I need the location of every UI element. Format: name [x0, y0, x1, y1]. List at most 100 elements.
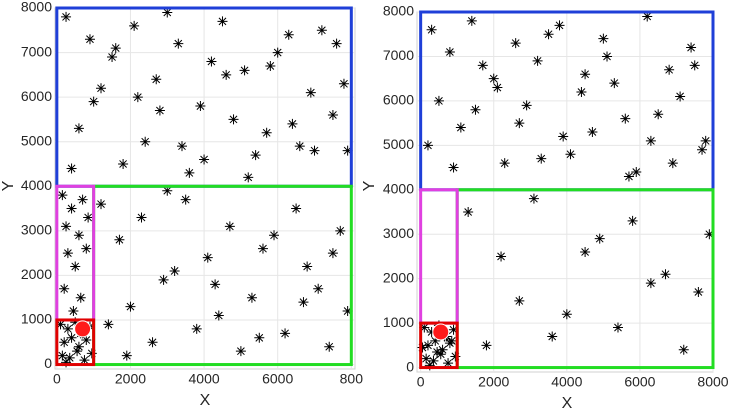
point: [79, 355, 90, 366]
point: [107, 52, 118, 63]
point: [191, 323, 202, 334]
point: [327, 109, 338, 120]
y-tick-label: 2000: [21, 266, 52, 282]
point: [272, 47, 283, 58]
point: [477, 60, 488, 71]
point: [206, 56, 217, 67]
point: [554, 20, 565, 31]
x-tick-label: 4000: [189, 371, 220, 387]
point: [620, 113, 631, 124]
x-tick-label: 2000: [115, 371, 146, 387]
y-tick-label: 7000: [21, 43, 52, 59]
point: [88, 96, 99, 107]
point: [84, 34, 95, 45]
y-axis-label: Y: [0, 180, 17, 191]
point: [158, 274, 169, 285]
point: [430, 335, 441, 346]
point: [342, 145, 353, 156]
point: [283, 29, 294, 40]
point: [547, 331, 558, 342]
y-tick-label: 6000: [383, 92, 414, 108]
point: [83, 212, 94, 223]
point: [59, 337, 70, 348]
point: [488, 73, 499, 84]
point: [675, 91, 686, 102]
point: [235, 346, 246, 357]
point: [114, 234, 125, 245]
point: [496, 251, 507, 262]
point: [433, 95, 444, 106]
point: [180, 194, 191, 205]
point: [598, 33, 609, 44]
point: [331, 38, 342, 49]
point: [66, 163, 77, 174]
point: [627, 215, 638, 226]
y-tick-label: 5000: [383, 136, 414, 152]
point: [424, 360, 435, 371]
point: [125, 301, 136, 312]
point: [280, 328, 291, 339]
point: [239, 65, 250, 76]
point: [66, 203, 77, 214]
point: [176, 141, 187, 152]
point: [257, 243, 268, 254]
point: [521, 100, 532, 111]
point: [169, 265, 180, 276]
point: [75, 292, 86, 303]
point: [302, 261, 313, 272]
region: [55, 318, 96, 367]
point: [57, 350, 68, 361]
point: [61, 357, 72, 368]
y-tick-label: 3000: [383, 225, 414, 241]
point: [623, 171, 634, 182]
point: [132, 92, 143, 103]
point: [66, 332, 77, 343]
point: [294, 141, 305, 152]
point: [510, 38, 521, 49]
point: [199, 154, 210, 165]
point: [96, 199, 107, 210]
point: [70, 261, 81, 272]
y-tick-label: 0: [406, 358, 414, 374]
point: [61, 11, 72, 22]
point: [313, 283, 324, 294]
point: [217, 16, 228, 27]
point: [62, 323, 73, 334]
point: [316, 25, 327, 36]
point: [305, 87, 316, 98]
y-tick-label: 8000: [383, 3, 414, 19]
point: [689, 60, 700, 71]
y-tick-label: 3000: [21, 222, 52, 238]
point: [342, 306, 353, 317]
point: [151, 74, 162, 85]
point: [72, 346, 83, 357]
point: [70, 317, 81, 328]
point: [466, 15, 477, 26]
plot-area: [416, 11, 714, 373]
point: [528, 193, 539, 204]
x-axis-label: X: [562, 395, 573, 412]
point: [470, 104, 481, 115]
point: [532, 55, 543, 66]
point: [645, 278, 656, 289]
point: [195, 101, 206, 112]
point: [162, 7, 173, 18]
point: [309, 145, 320, 156]
point: [136, 212, 147, 223]
point: [576, 87, 587, 97]
point: [463, 207, 474, 217]
point: [612, 322, 623, 333]
y-tick-label: 4000: [383, 180, 414, 196]
point: [81, 335, 92, 346]
point: [686, 42, 697, 53]
point: [162, 185, 173, 196]
point: [426, 24, 437, 35]
point: [580, 69, 591, 80]
point: [565, 149, 576, 160]
point: [653, 109, 664, 120]
point: [103, 319, 114, 330]
point: [536, 153, 547, 164]
point: [664, 64, 675, 75]
point: [455, 122, 466, 133]
point: [435, 349, 446, 360]
